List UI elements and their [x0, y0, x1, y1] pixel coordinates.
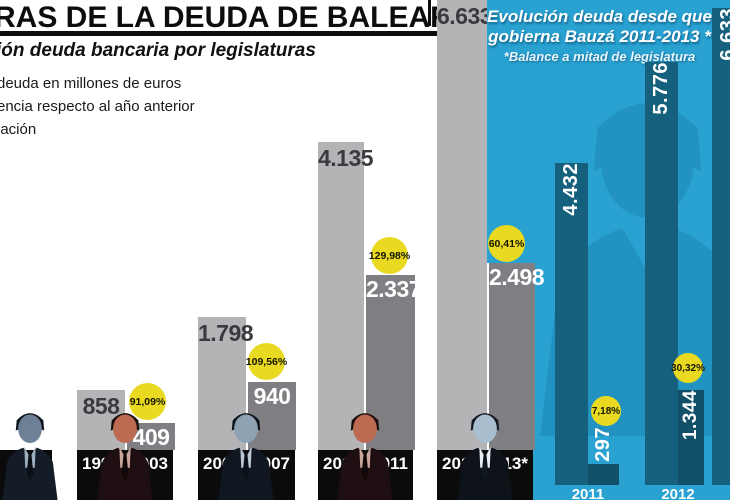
politician-photo-1 — [0, 405, 62, 500]
bar-value: 2.337 — [366, 276, 422, 302]
title-divider-line — [428, 0, 431, 26]
panel-title-line2: gobierna Bauzá 2011-2013 * — [488, 27, 711, 46]
politician-photo-3 — [214, 405, 278, 500]
bar-value: 5.776 — [650, 62, 672, 115]
chart-subtitle: ión deuda bancaria por legislaturas — [0, 40, 316, 61]
page-title: RAS DE LA DEUDA DE BALEARS — [0, 1, 472, 34]
legend-item-variation: iación — [0, 121, 37, 138]
bar-diff-2012: 1.344 — [678, 390, 704, 485]
bar-total-2011-2013: 6.633 — [437, 0, 493, 450]
bar-diff-2011-2013: 2.498 — [487, 263, 545, 450]
bar-value: 2.498 — [489, 264, 545, 290]
bar-value: 297 — [592, 427, 614, 462]
pct-value: 30,32% — [671, 362, 705, 374]
bar-total-2012: 5.776 — [645, 62, 678, 485]
politician-photo-2 — [93, 405, 157, 500]
bar-total-2007-2011: 4.135 — [318, 142, 374, 450]
panel-note: *Balance a mitad de legislatura — [503, 49, 696, 64]
pct-badge-2012: 30,32% — [671, 353, 705, 383]
politician-photo-4 — [333, 405, 397, 500]
bar-value: 858 — [82, 393, 120, 419]
panel-title-line1: Evolución deuda desde que — [487, 7, 712, 26]
pct-value: 7,18% — [591, 405, 621, 417]
bar-total-2013: 6.633 — [712, 8, 730, 485]
bar-value: 1.344 — [680, 390, 701, 441]
pct-badge-1999-2003: 91,09% — [129, 383, 166, 420]
pct-badge-2007-2011: 129,98% — [368, 237, 411, 274]
year-label-2011: 2011 — [571, 486, 605, 500]
bar-diff-2011 — [588, 464, 619, 485]
pct-value: 129,98% — [368, 249, 411, 262]
panel-title: Evolución deuda desde que gobierna Bauzá… — [487, 7, 712, 47]
legend-item-total: deuda en millones de euros — [0, 75, 182, 92]
pct-value: 109,56% — [245, 355, 288, 368]
bar-value: 940 — [253, 383, 291, 409]
bar-value: 6.633 — [717, 8, 730, 61]
bar-total-2011: 4.432 — [555, 163, 588, 485]
pct-badge-2003-2007: 109,56% — [245, 343, 288, 380]
pct-badge-2011: 7,18% — [591, 396, 621, 426]
bar-value: 4.432 — [560, 163, 582, 216]
pct-badge-2011-2013: 60,41% — [488, 225, 525, 262]
bar-value: 4.135 — [318, 145, 374, 171]
bar-total-2003-2007: 1.798 — [198, 317, 254, 450]
bar-value: 1.798 — [198, 320, 254, 346]
legend-item-difference: encia respecto al año anterior — [0, 98, 195, 115]
pct-value: 91,09% — [129, 395, 166, 408]
pct-value: 60,41% — [488, 237, 525, 250]
bar-diff-2007-2011: 2.337 — [364, 275, 422, 450]
bar-value: 6.633 — [437, 3, 493, 29]
year-label-2012: 2012 — [661, 486, 695, 500]
politician-photo-bauza — [453, 405, 517, 500]
title-underline — [0, 31, 437, 36]
